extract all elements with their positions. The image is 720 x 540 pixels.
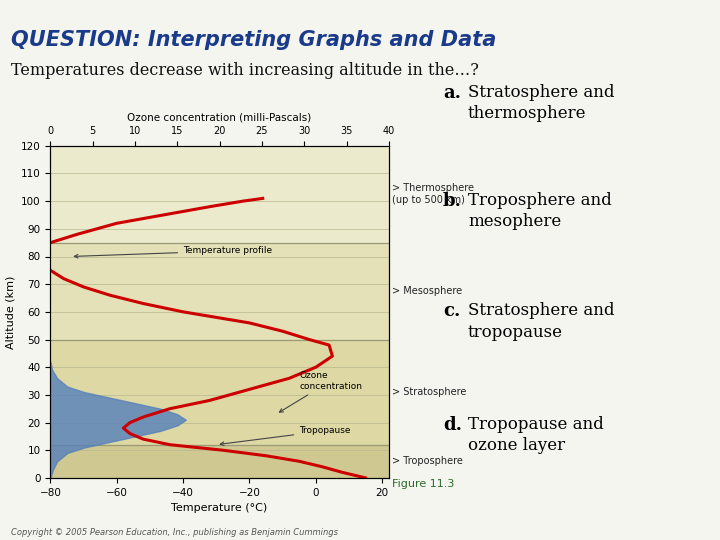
Bar (50, 242, 389, 340)
Text: Troposphere and
mesophere: Troposphere and mesophere (468, 192, 612, 230)
Text: Temperature profile: Temperature profile (74, 246, 272, 258)
X-axis label: Temperature (°C): Temperature (°C) (171, 503, 268, 513)
Text: Tropopause and
ozone layer: Tropopause and ozone layer (468, 416, 604, 454)
Text: Tropopause: Tropopause (220, 427, 351, 446)
Text: d.: d. (443, 416, 462, 434)
Text: Ozone
concentration: Ozone concentration (279, 372, 362, 412)
Bar (50, 146, 389, 242)
Text: Stratosphere and
tropopause: Stratosphere and tropopause (468, 302, 614, 341)
Text: c.: c. (443, 302, 460, 320)
Text: Copyright © 2005 Pearson Education, Inc., publishing as Benjamin Cummings: Copyright © 2005 Pearson Education, Inc.… (11, 528, 338, 537)
Text: > Mesosphere: > Mesosphere (392, 286, 462, 296)
Text: b.: b. (443, 192, 462, 210)
Text: a.: a. (443, 84, 461, 102)
Text: Stratosphere and
thermosphere: Stratosphere and thermosphere (468, 84, 614, 122)
Text: Temperatures decrease with increasing altitude in the…?: Temperatures decrease with increasing al… (11, 62, 479, 79)
Text: QUESTION: Interpreting Graphs and Data: QUESTION: Interpreting Graphs and Data (11, 30, 496, 50)
Bar (50, 340, 389, 445)
Bar (50, 445, 389, 478)
Text: Figure 11.3: Figure 11.3 (392, 478, 455, 489)
Text: > Stratosphere: > Stratosphere (392, 387, 467, 397)
Text: > Thermosphere
(up to 500 km): > Thermosphere (up to 500 km) (392, 184, 474, 205)
Text: > Troposphere: > Troposphere (392, 456, 463, 467)
X-axis label: Ozone concentration (milli-Pascals): Ozone concentration (milli-Pascals) (127, 112, 312, 123)
Y-axis label: Altitude (km): Altitude (km) (5, 275, 15, 348)
